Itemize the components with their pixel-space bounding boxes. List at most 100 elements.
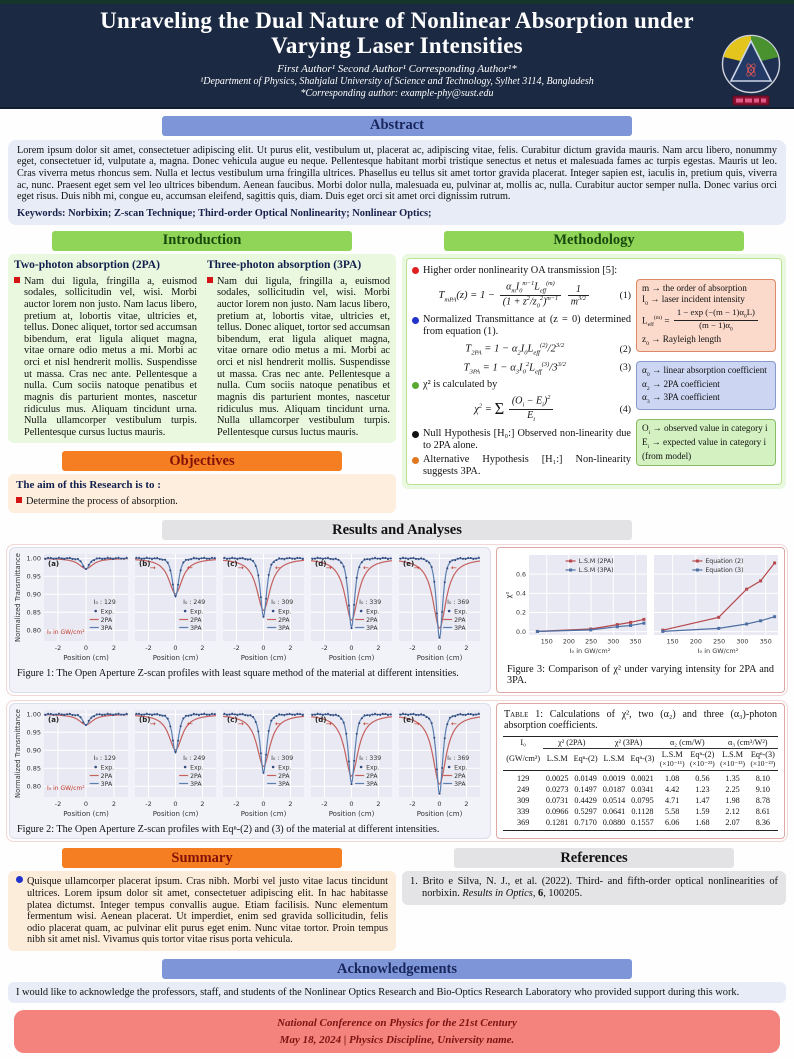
svg-text:←: ←	[187, 720, 193, 728]
results-heading: Results and Analyses	[162, 520, 632, 541]
intro-column-text: Nam dui ligula, fringilla a, euismod sod…	[207, 276, 390, 439]
svg-text:(b): (b)	[139, 560, 150, 568]
svg-text:←: ←	[451, 564, 457, 572]
conference-name: National Conference on Physics for the 2…	[277, 1017, 517, 1030]
svg-text:Position (cm): Position (cm)	[329, 654, 375, 662]
svg-text:Exp.: Exp.	[366, 764, 379, 771]
svg-text:3PA: 3PA	[366, 781, 378, 788]
svg-text:200: 200	[563, 639, 575, 646]
svg-text:L.S.M (3PA): L.S.M (3PA)	[579, 567, 614, 574]
methodology-equation: TmPA(z) = 1 − αmI0m−1Leff(m) (1 + z2/z02)…	[438, 279, 631, 310]
introduction-heading: Introduction	[52, 230, 352, 251]
svg-text:Equation (2): Equation (2)	[705, 558, 743, 565]
svg-text:-2: -2	[145, 800, 151, 808]
conference-date: May 18, 2024 | Physics Discipline, Unive…	[279, 1033, 515, 1046]
definition-box: m → the order of absorption I0 → laser in…	[636, 278, 776, 352]
square-bullet-icon	[16, 497, 22, 504]
circle-bullet-icon	[412, 316, 419, 324]
svg-text:←: ←	[275, 720, 281, 728]
methodology-definition-boxes: m → the order of absorption I0 → laser in…	[636, 263, 776, 480]
intro-column-title: Three-photon absorption (3PA)	[207, 258, 362, 271]
figure-1-panels: (a) I₀ : 129 Exp. 2PA 3PA I₀ in GW/cm² -2 0 2 Pos…	[13, 551, 487, 667]
svg-text:2PA: 2PA	[366, 773, 378, 780]
svg-text:0: 0	[261, 800, 265, 808]
svg-text:Exp.: Exp.	[366, 609, 379, 616]
svg-text:0: 0	[349, 644, 353, 652]
top-strip	[0, 0, 794, 4]
svg-text:3PA: 3PA	[454, 625, 466, 632]
svg-text:-2: -2	[409, 644, 415, 652]
svg-text:2: 2	[288, 800, 292, 808]
svg-text:Exp.: Exp.	[190, 609, 203, 616]
svg-text:-2: -2	[409, 800, 415, 808]
figure-3-panels: L.S.M (2PA) L.S.M (3PA) 150 200 250 300 350 I₀ …	[503, 551, 778, 663]
svg-text:Normalized Transmittance: Normalized Transmittance	[14, 709, 22, 798]
svg-text:←: ←	[451, 720, 457, 728]
svg-text:Exp.: Exp.	[454, 764, 467, 771]
summary-item: Quisque ullamcorper placerat ipsum. Cras…	[16, 876, 388, 946]
acknowledgements-body: I would like to acknowledge the professo…	[8, 982, 786, 1004]
svg-text:2: 2	[112, 800, 116, 808]
svg-text:Position (cm): Position (cm)	[63, 810, 109, 818]
svg-text:0.2: 0.2	[516, 610, 526, 617]
svg-text:(c): (c)	[227, 560, 238, 568]
svg-text:→: →	[326, 564, 332, 572]
svg-text:0.95: 0.95	[27, 573, 41, 581]
svg-text:0: 0	[261, 644, 265, 652]
svg-text:→: →	[326, 720, 332, 728]
svg-text:I₀ : 369: I₀ : 369	[447, 755, 469, 762]
methodology-items: Higher order nonlinearity OA transmissio…	[412, 263, 631, 480]
table-1-box: Table 1: Calculations of χ², two (α₂) an…	[496, 702, 785, 840]
results-row-2: (a) I₀ : 129 Exp. 2PA 3PA I₀ in GW/cm² -2 0 2 Pos…	[6, 699, 788, 843]
objectives-lead: The aim of this Research is to :	[16, 479, 161, 492]
svg-text:0.90: 0.90	[27, 590, 41, 598]
svg-text:←: ←	[363, 720, 369, 728]
svg-text:Position (cm): Position (cm)	[417, 654, 463, 662]
methodology-equation: T2PA = 1 − α2I0Leff(2)/23/2 (2)	[465, 341, 631, 357]
intro-column-3pa: Three-photon absorption (3PA) Nam dui lig…	[207, 259, 390, 439]
methodology-equation: T3PA = 1 − α3I02Leff(3)/33/2 (3)	[463, 360, 631, 376]
svg-text:0.95: 0.95	[27, 728, 41, 736]
intro-column-text: Nam dui ligula, fringilla a, euismod sod…	[14, 276, 197, 439]
svg-text:Exp.: Exp.	[101, 609, 114, 616]
svg-text:2PA: 2PA	[278, 617, 290, 624]
svg-text:→: →	[150, 720, 156, 728]
svg-text:χ²: χ²	[505, 591, 513, 598]
svg-text:250: 250	[713, 639, 725, 646]
definition-box: Oi → observed value in category i Ei → ex…	[636, 419, 776, 466]
svg-text:Exp.: Exp.	[278, 764, 291, 771]
svg-text:-2: -2	[233, 644, 239, 652]
table-1-caption: Table 1: Calculations of χ², two (α₂) an…	[504, 709, 777, 732]
svg-text:I₀ : 249: I₀ : 249	[183, 599, 205, 606]
authors-line: First Author¹ Second Author¹ Correspondi…	[277, 62, 517, 75]
svg-text:2PA: 2PA	[278, 773, 290, 780]
svg-text:2PA: 2PA	[454, 773, 466, 780]
svg-text:300: 300	[607, 639, 619, 646]
svg-text:0.80: 0.80	[27, 626, 41, 634]
objectives-heading: Objectives	[62, 451, 342, 472]
svg-text:Position (cm): Position (cm)	[63, 654, 109, 662]
square-bullet-icon	[207, 276, 213, 283]
svg-text:2: 2	[200, 800, 204, 808]
svg-text:3PA: 3PA	[366, 625, 378, 632]
svg-text:0.0: 0.0	[516, 629, 526, 636]
svg-text:3PA: 3PA	[278, 625, 290, 632]
circle-bullet-icon	[412, 456, 419, 464]
svg-text:(c): (c)	[227, 716, 238, 724]
table-row: 309 0.0731 0.4429 0.0514 0.0795 4.71 1.47 1.98 8…	[517, 795, 771, 805]
figure-2-caption: Figure 2: The Open Aperture Z-scan profi…	[17, 823, 440, 835]
table-1-caption-prefix: Table 1:	[504, 708, 550, 720]
methodology-bullet: Higher order nonlinearity OA transmissio…	[412, 265, 631, 277]
svg-text:-2: -2	[321, 644, 327, 652]
intro-column-title: Two-photon absorption (2PA)	[14, 258, 160, 271]
svg-text:→: →	[414, 720, 420, 728]
affiliation-line: ¹Department of Physics, Shahjalal Univer…	[200, 75, 594, 87]
svg-text:0: 0	[84, 800, 88, 808]
figure-3: L.S.M (2PA) L.S.M (3PA) 150 200 250 300 350 I₀ …	[496, 547, 785, 693]
svg-text:Exp.: Exp.	[101, 764, 114, 771]
